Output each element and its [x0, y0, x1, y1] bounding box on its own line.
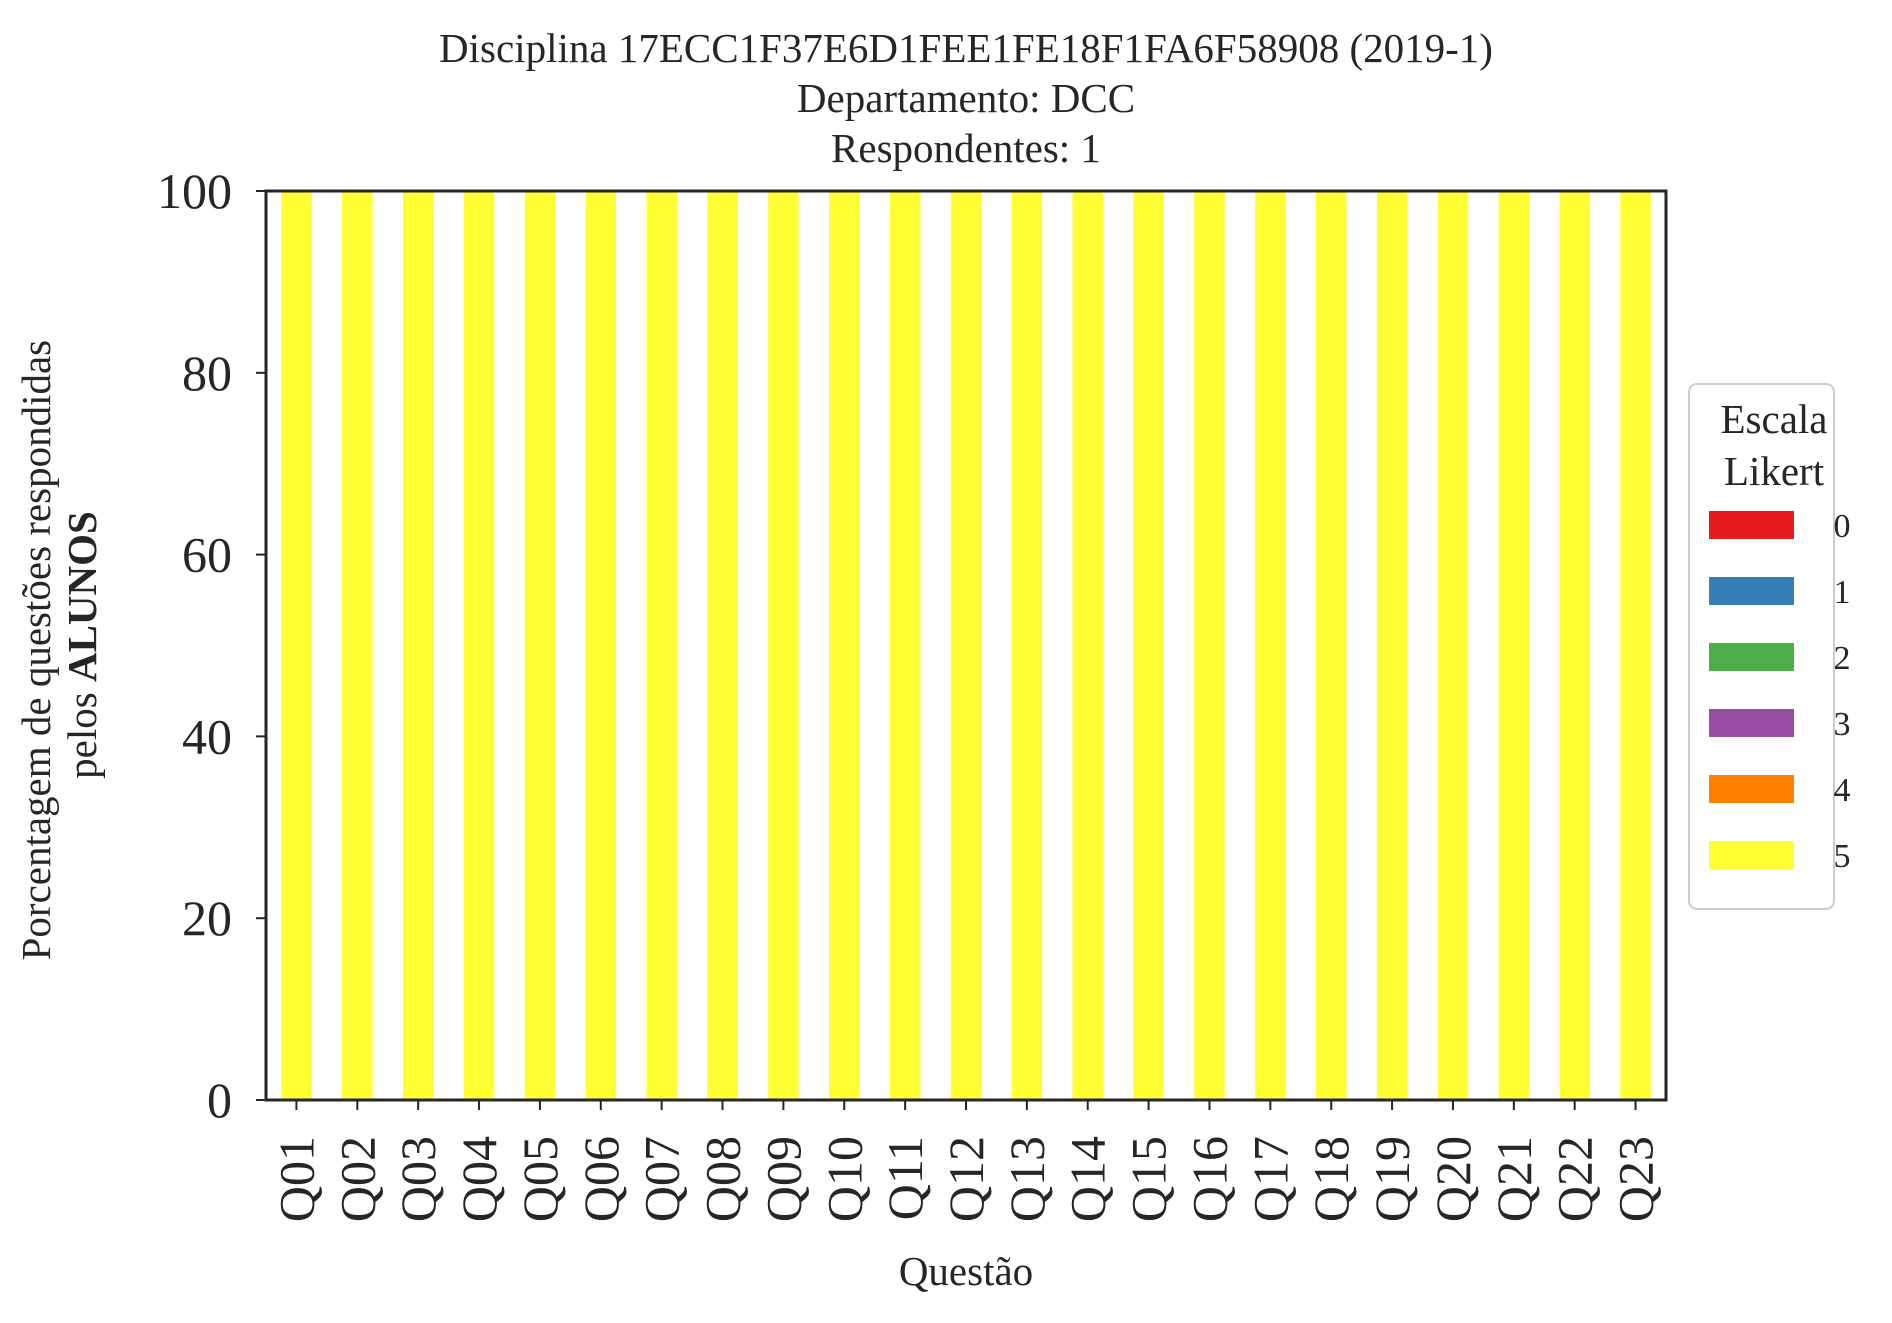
- y-tick-label: 0: [207, 1072, 232, 1128]
- x-tick-label-Q15: Q15: [1121, 1136, 1177, 1222]
- x-tick-label-Q04: Q04: [451, 1136, 507, 1222]
- x-tick-label-Q02: Q02: [329, 1136, 385, 1222]
- bar-Q05-likert-5: [524, 191, 556, 1100]
- x-tick-label-Q13: Q13: [999, 1136, 1055, 1222]
- chart-title-line-2: Departamento: DCC: [797, 75, 1135, 121]
- x-tick-label-Q22: Q22: [1547, 1136, 1603, 1222]
- x-tick-label-Q11: Q11: [877, 1136, 933, 1220]
- bar-Q04-likert-5: [463, 191, 495, 1100]
- legend-swatch-1: [1709, 577, 1794, 605]
- bar-Q22-likert-5: [1559, 191, 1590, 1100]
- y-tick-label: 100: [157, 163, 232, 219]
- legend-title: Escala Likert: [1721, 396, 1828, 494]
- bar-Q18-likert-5: [1316, 191, 1347, 1100]
- legend-label-0: 0: [1834, 508, 1851, 545]
- y-tick-label: 80: [182, 345, 232, 401]
- y-tick-label: 20: [182, 890, 232, 946]
- y-axis-label-line2-prefix: pelos: [59, 682, 105, 779]
- bar-Q15-likert-5: [1133, 191, 1164, 1100]
- bar-Q14-likert-5: [1072, 191, 1103, 1100]
- bars-layer: [281, 191, 1651, 1100]
- bar-Q21-likert-5: [1498, 191, 1530, 1100]
- legend-label-3: 3: [1834, 706, 1851, 743]
- legend-label-5: 5: [1834, 838, 1851, 875]
- x-tick-label-Q14: Q14: [1060, 1136, 1116, 1222]
- y-axis-label-line2-bold: ALUNOS: [59, 511, 105, 682]
- bar-Q08-likert-5: [707, 191, 738, 1100]
- bar-Q11-likert-5: [889, 191, 921, 1100]
- x-tick-label-Q05: Q05: [512, 1136, 568, 1222]
- x-tick-label-Q06: Q06: [573, 1136, 629, 1222]
- bar-Q17-likert-5: [1255, 191, 1286, 1100]
- bar-Q20-likert-5: [1437, 191, 1469, 1100]
- legend-label-4: 4: [1834, 772, 1851, 809]
- bar-Q01-likert-5: [281, 191, 312, 1100]
- x-axis: Q01 Q02 Q03 Q04 Q05 Q06 Q07 Q08 Q09 Q10 Q11 Q12 Q13 Q…: [268, 1100, 1664, 1222]
- legend-swatch-2: [1709, 643, 1794, 671]
- bar-Q06-likert-5: [585, 191, 616, 1100]
- bar-Q19-likert-5: [1376, 191, 1408, 1100]
- x-axis-label: Questão: [899, 1248, 1033, 1294]
- legend-swatch-3: [1709, 709, 1794, 737]
- bar-Q16-likert-5: [1194, 191, 1225, 1100]
- x-tick-label-Q20: Q20: [1425, 1136, 1481, 1222]
- x-tick-label-Q12: Q12: [938, 1136, 994, 1222]
- legend: Escala Likert 0 1 2 3 4 5: [1688, 383, 1851, 910]
- y-tick-label: 60: [182, 527, 232, 583]
- bar-Q23-likert-5: [1620, 191, 1651, 1100]
- legend-items: 0 1 2 3 4 5: [1709, 508, 1851, 875]
- bar-Q12-likert-5: [950, 191, 982, 1100]
- y-tick-label: 40: [182, 708, 232, 764]
- chart-title-line-1: Disciplina 17ECC1F37E6D1FEE1FE18F1FA6F58…: [439, 25, 1493, 71]
- legend-title-line-1: Escala: [1721, 396, 1828, 442]
- x-tick-label-Q21: Q21: [1486, 1136, 1542, 1222]
- x-tick-label-Q23: Q23: [1608, 1136, 1664, 1222]
- x-tick-label-Q18: Q18: [1303, 1136, 1359, 1222]
- x-tick-label-Q19: Q19: [1364, 1136, 1420, 1222]
- x-tick-label-Q09: Q09: [755, 1136, 811, 1222]
- y-axis: 0 20 40 60 80 100: [157, 163, 266, 1128]
- legend-label-1: 1: [1834, 574, 1851, 611]
- legend-label-2: 2: [1834, 640, 1851, 677]
- bar-Q13-likert-5: [1011, 191, 1043, 1100]
- bar-Q03-likert-5: [402, 191, 434, 1100]
- x-tick-label-Q03: Q03: [390, 1136, 446, 1222]
- legend-title-line-2: Likert: [1724, 448, 1825, 494]
- bar-Q02-likert-5: [342, 191, 373, 1100]
- legend-swatch-5: [1709, 841, 1794, 869]
- x-tick-label-Q16: Q16: [1181, 1136, 1237, 1222]
- legend-swatch-4: [1709, 775, 1794, 803]
- y-axis-label-line1: Porcentagem de questões respondidas: [13, 340, 59, 961]
- x-tick-label-Q17: Q17: [1242, 1136, 1298, 1222]
- x-tick-label-Q10: Q10: [816, 1136, 872, 1222]
- legend-swatch-0: [1709, 511, 1794, 539]
- chart-title: Disciplina 17ECC1F37E6D1FEE1FE18F1FA6F58…: [439, 25, 1493, 171]
- bar-Q10-likert-5: [829, 191, 860, 1100]
- x-tick-label-Q01: Q01: [268, 1136, 324, 1222]
- x-tick-label-Q07: Q07: [634, 1136, 690, 1222]
- y-axis-label: Porcentagem de questões respondidas pelo…: [13, 330, 105, 961]
- x-tick-label-Q08: Q08: [695, 1136, 751, 1222]
- chart-title-line-3: Respondentes: 1: [831, 125, 1101, 171]
- bar-Q07-likert-5: [646, 191, 677, 1100]
- bar-Q09-likert-5: [768, 191, 799, 1100]
